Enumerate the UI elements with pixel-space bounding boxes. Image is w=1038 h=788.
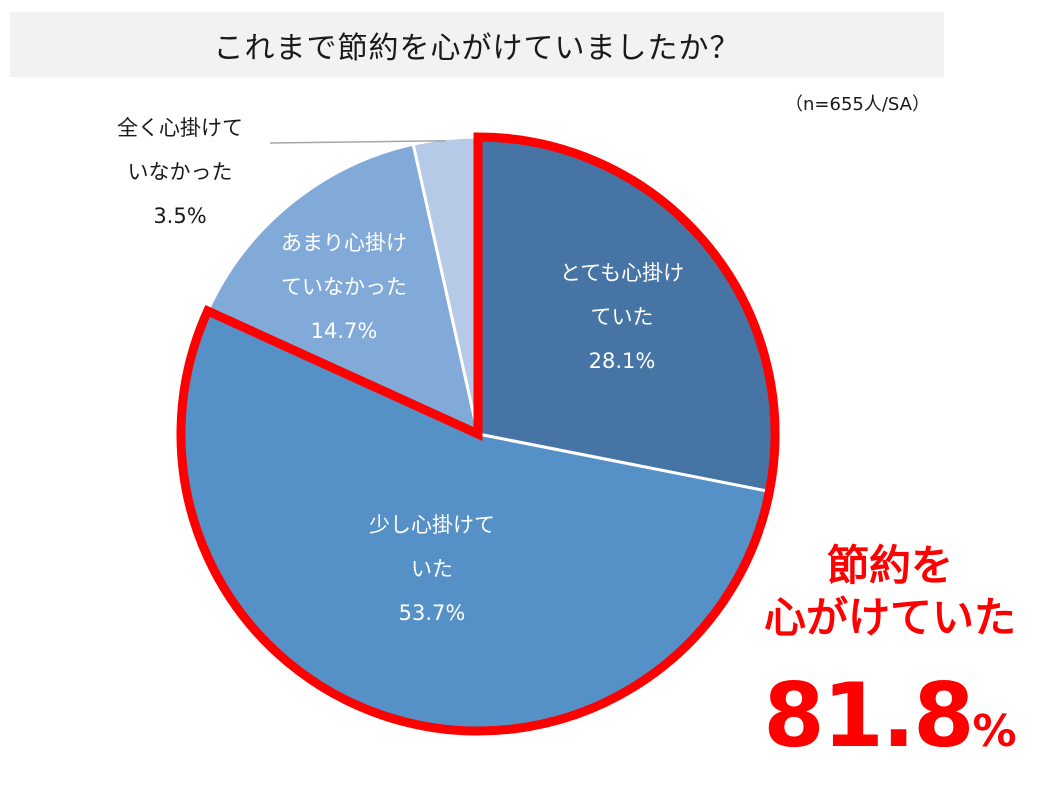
pie-slice-not-much [205,142,481,437]
highlight-callout: 節約を 心がけていた 81.8% [760,540,1020,780]
slice-value-somewhat: 53.7% [399,601,466,625]
highlight-value: 81.8 [763,664,974,767]
sample-size-note: （n=655人/SA） [785,94,930,115]
slice-label-somewhat-1: 少し心掛けて [369,513,495,537]
highlight-line1: 節約を [826,541,953,590]
chart-title-bar: これまで節約を心がけていましたか？ [10,12,944,77]
highlight-value-wrap: 81.8% [760,668,1020,780]
slice-label-very-1: とても心掛け [560,261,684,285]
chart-title: これまで節約を心がけていましたか？ [213,30,741,66]
slice-value-not-much: 14.7% [311,319,378,343]
leader-line [269,140,446,144]
slice-label-not-at-all-2: いなかった [128,160,233,184]
slice-label-not-at-all-1: 全く心掛けて [117,116,243,140]
slice-value-very: 28.1% [589,349,656,373]
slice-label-not-much-2: ていなかった [281,275,407,299]
slice-value-not-at-all: 3.5% [153,204,206,228]
highlight-unit: % [972,706,1017,757]
highlight-outline [176,132,780,736]
slice-label-not-much-1: あまり心掛け [281,231,407,255]
slice-label-somewhat-2: いた [411,557,453,581]
highlight-line2: 心がけていた [763,593,1016,642]
slice-label-very-2: ていた [591,305,654,329]
